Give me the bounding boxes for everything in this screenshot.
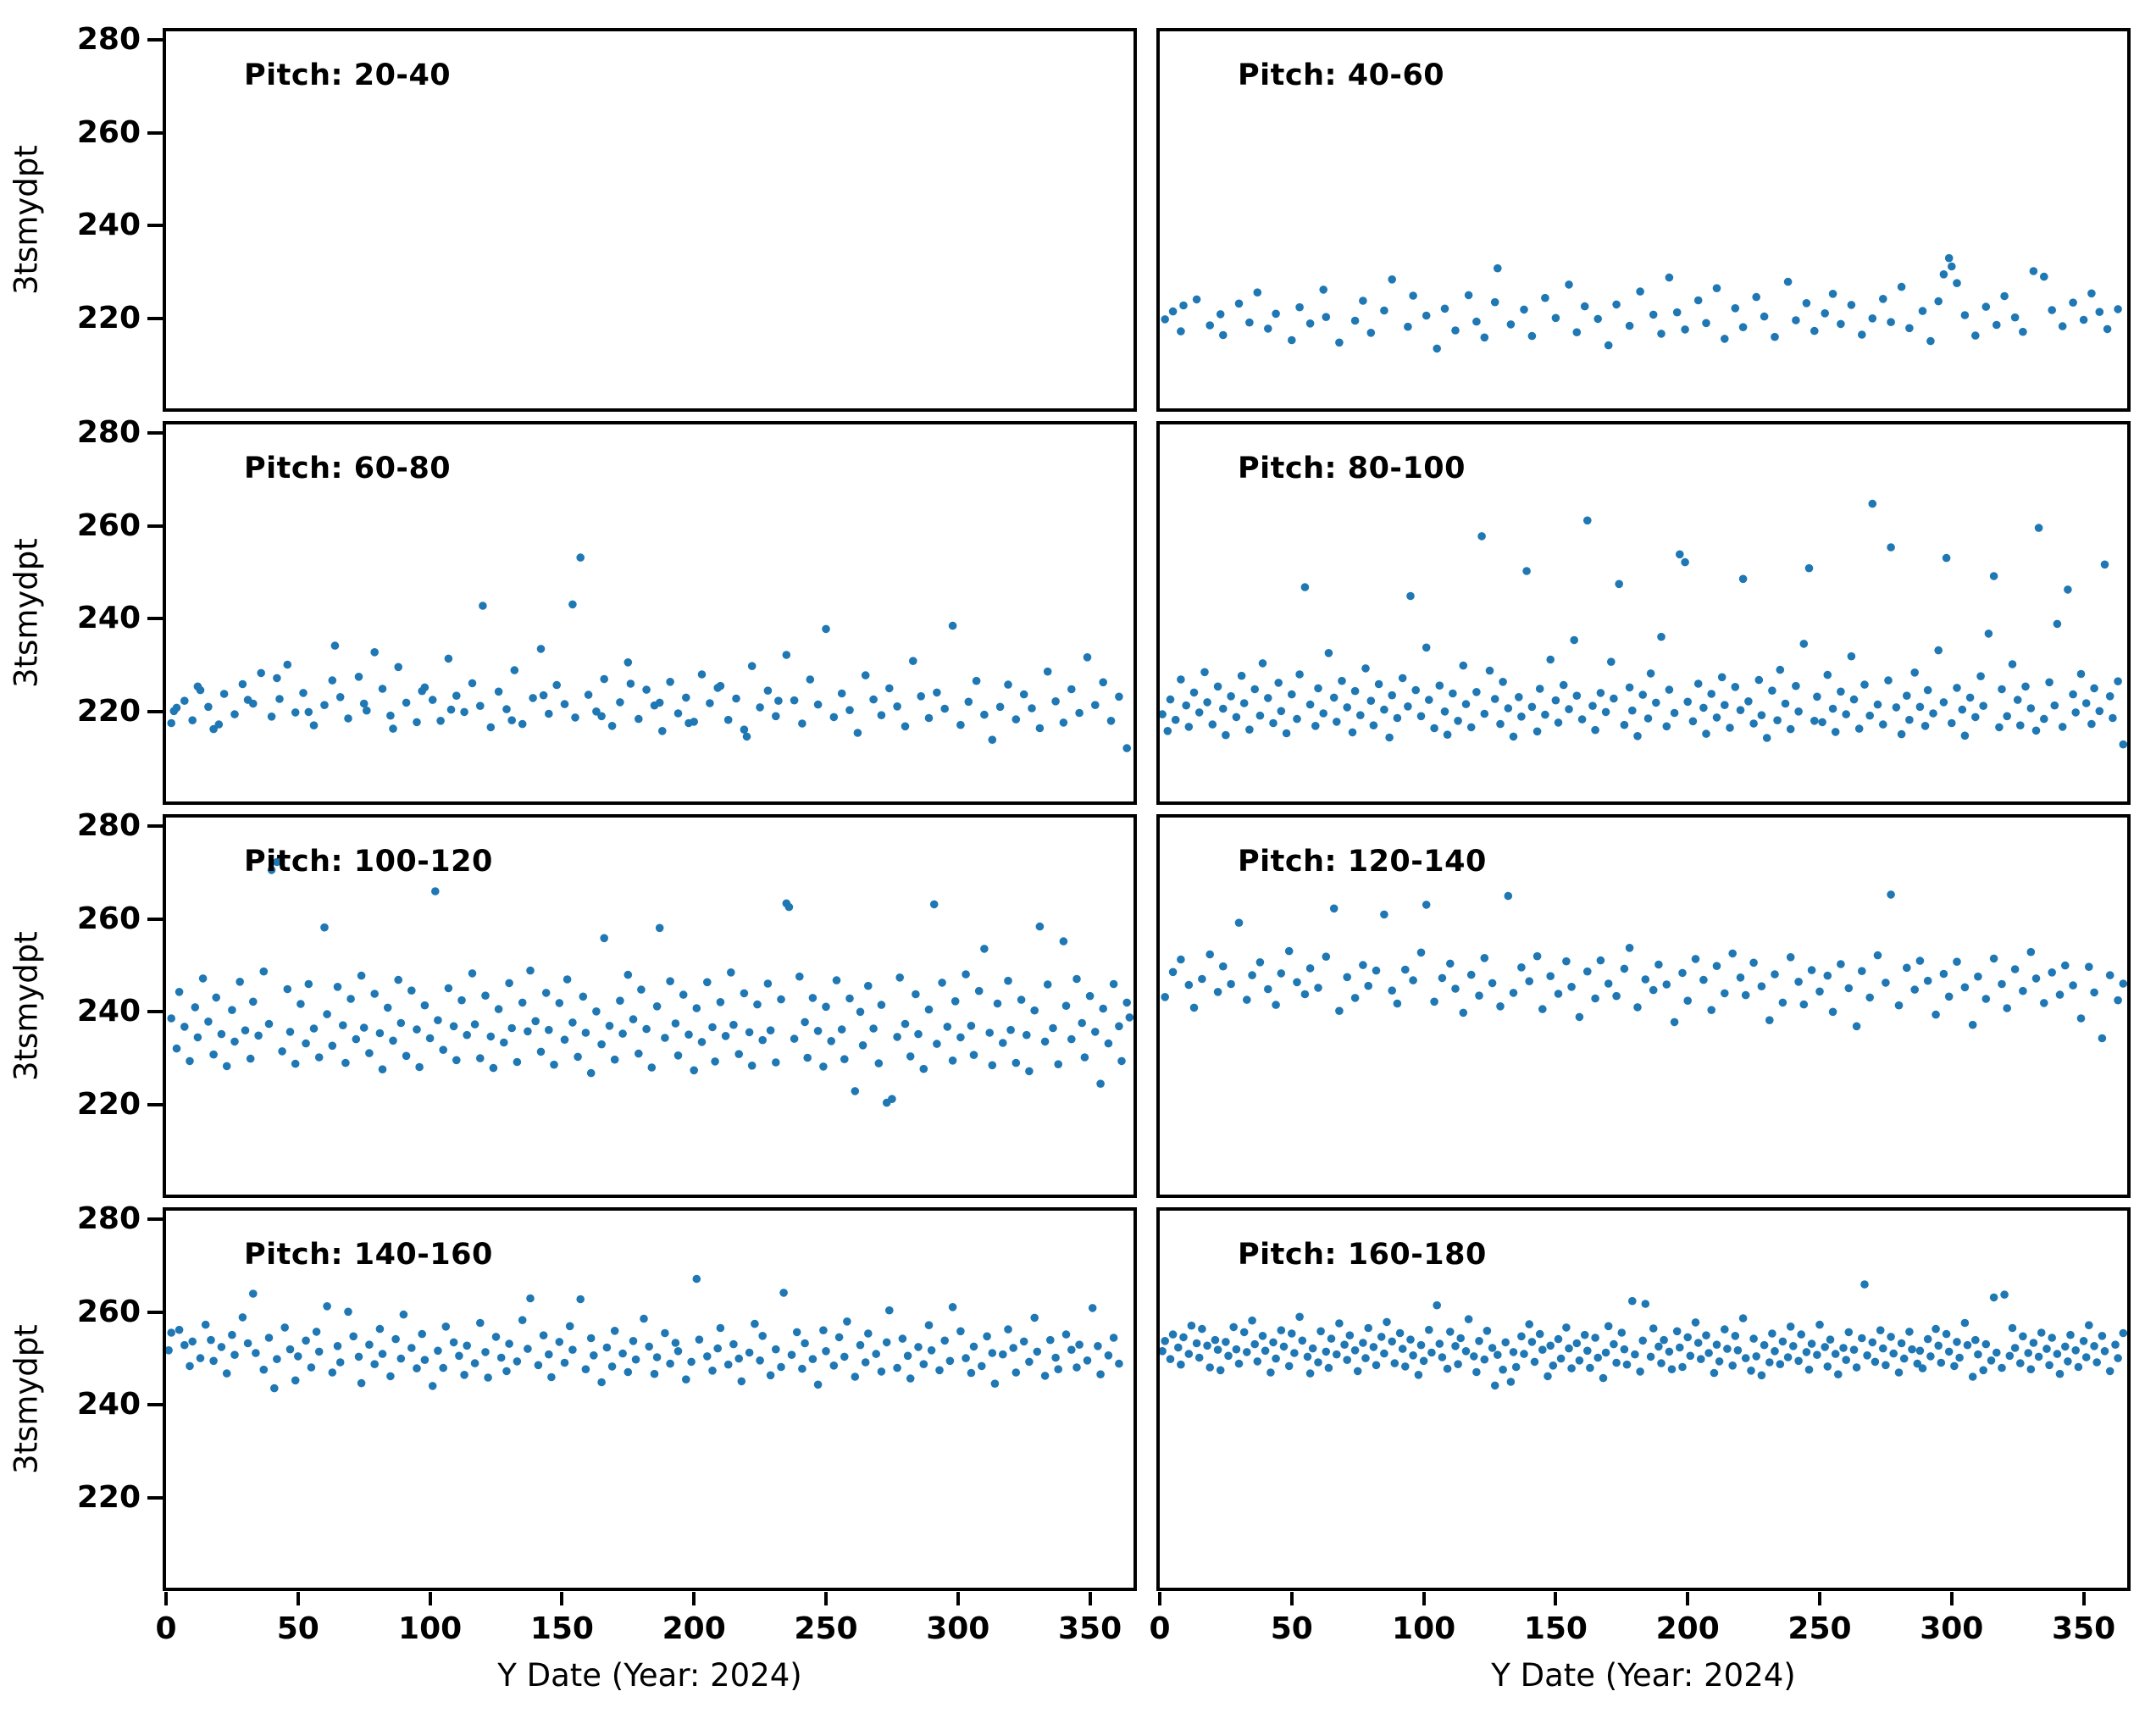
subplot-pitch-60-80: Pitch: 60-80 bbox=[163, 421, 1137, 805]
y-tick-label: 240 bbox=[76, 601, 141, 636]
x-axis-label: Y Date (Year: 2024) bbox=[1491, 1657, 1796, 1694]
scatter-points bbox=[1161, 253, 2122, 353]
y-tick-mark bbox=[147, 1495, 163, 1500]
y-tick-label: 280 bbox=[76, 415, 141, 451]
x-tick-mark bbox=[823, 1592, 828, 1605]
x-tick-label: 350 bbox=[1058, 1611, 1122, 1646]
x-tick-mark bbox=[164, 1592, 168, 1605]
y-tick-mark bbox=[147, 524, 163, 528]
y-tick-mark bbox=[147, 130, 163, 135]
y-tick-mark bbox=[147, 824, 163, 829]
x-tick-mark bbox=[1686, 1592, 1690, 1605]
x-tick-label: 300 bbox=[926, 1611, 990, 1646]
panel-title: Pitch: 120-140 bbox=[1238, 845, 1487, 879]
x-tick-label: 150 bbox=[529, 1611, 594, 1646]
y-tick-mark bbox=[147, 1102, 163, 1106]
panel-title: Pitch: 20-40 bbox=[244, 58, 452, 92]
x-tick-label: 0 bbox=[1149, 1611, 1171, 1646]
y-tick-mark bbox=[147, 1403, 163, 1407]
scatter-points bbox=[1161, 890, 2127, 1043]
x-tick-mark bbox=[1289, 1592, 1294, 1605]
y-tick-mark bbox=[147, 1310, 163, 1314]
y-tick-mark bbox=[147, 431, 163, 435]
x-tick-mark bbox=[1949, 1592, 1954, 1605]
x-tick-label: 200 bbox=[1655, 1611, 1720, 1646]
x-tick-label: 200 bbox=[662, 1611, 726, 1646]
y-tick-mark bbox=[147, 709, 163, 713]
y-tick-label: 260 bbox=[76, 901, 141, 936]
y-tick-label: 280 bbox=[76, 1201, 141, 1237]
y-tick-label: 220 bbox=[76, 1086, 141, 1122]
scatter-points bbox=[167, 857, 1133, 1107]
y-tick-mark bbox=[147, 1010, 163, 1014]
x-tick-mark bbox=[956, 1592, 960, 1605]
panel-title: Pitch: 60-80 bbox=[244, 452, 452, 485]
y-tick-mark bbox=[147, 917, 163, 921]
x-tick-mark bbox=[2081, 1592, 2086, 1605]
y-tick-label: 220 bbox=[76, 693, 141, 729]
y-tick-mark bbox=[147, 617, 163, 621]
x-tick-label: 150 bbox=[1523, 1611, 1588, 1646]
x-tick-label: 300 bbox=[1920, 1611, 1984, 1646]
panel-title: Pitch: 40-60 bbox=[1238, 58, 1445, 92]
subplot-pitch-20-40: Pitch: 20-40 bbox=[163, 28, 1137, 412]
x-axis-label: Y Date (Year: 2024) bbox=[497, 1657, 802, 1694]
panel-title: Pitch: 140-160 bbox=[244, 1238, 493, 1272]
x-tick-mark bbox=[1088, 1592, 1092, 1605]
panel-title: Pitch: 80-100 bbox=[1238, 452, 1466, 485]
x-tick-label: 50 bbox=[276, 1611, 319, 1646]
subplot-pitch-100-120: Pitch: 100-120 bbox=[163, 814, 1137, 1198]
x-tick-mark bbox=[560, 1592, 564, 1605]
y-tick-mark bbox=[147, 38, 163, 42]
subplot-pitch-160-180: Pitch: 160-180 bbox=[1156, 1207, 2131, 1591]
x-tick-mark bbox=[692, 1592, 696, 1605]
x-tick-mark bbox=[428, 1592, 432, 1605]
subplot-pitch-40-60: Pitch: 40-60 bbox=[1156, 28, 2131, 412]
scatter-points bbox=[1160, 499, 2127, 749]
subplot-pitch-120-140: Pitch: 120-140 bbox=[1156, 814, 2131, 1198]
y-tick-label: 240 bbox=[76, 994, 141, 1029]
scatter-points bbox=[167, 553, 1131, 752]
y-tick-label: 260 bbox=[76, 1294, 141, 1329]
y-tick-mark bbox=[147, 316, 163, 320]
x-tick-label: 0 bbox=[155, 1611, 177, 1646]
subplot-pitch-80-100: Pitch: 80-100 bbox=[1156, 421, 2131, 805]
y-tick-label: 220 bbox=[76, 300, 141, 335]
y-tick-mark bbox=[147, 224, 163, 228]
x-tick-label: 250 bbox=[1787, 1611, 1852, 1646]
x-tick-mark bbox=[296, 1592, 300, 1605]
y-tick-label: 240 bbox=[76, 208, 141, 243]
y-tick-label: 280 bbox=[76, 808, 141, 844]
y-tick-mark bbox=[147, 1217, 163, 1222]
scatter-points bbox=[166, 1274, 1123, 1393]
y-tick-label: 240 bbox=[76, 1387, 141, 1422]
x-tick-label: 100 bbox=[1392, 1611, 1456, 1646]
x-tick-label: 350 bbox=[2052, 1611, 2116, 1646]
panel-title: Pitch: 100-120 bbox=[244, 845, 493, 879]
x-tick-mark bbox=[1554, 1592, 1558, 1605]
y-tick-label: 260 bbox=[76, 114, 141, 150]
scatter-points bbox=[1160, 1280, 2127, 1390]
x-tick-label: 50 bbox=[1270, 1611, 1313, 1646]
x-tick-label: 250 bbox=[794, 1611, 858, 1646]
y-tick-label: 260 bbox=[76, 507, 141, 543]
x-tick-label: 100 bbox=[398, 1611, 463, 1646]
panel-title: Pitch: 160-180 bbox=[1238, 1238, 1487, 1272]
x-tick-mark bbox=[1422, 1592, 1426, 1605]
subplot-pitch-140-160: Pitch: 140-160 bbox=[163, 1207, 1137, 1591]
x-tick-mark bbox=[1817, 1592, 1821, 1605]
x-tick-mark bbox=[1158, 1592, 1161, 1605]
y-tick-label: 220 bbox=[76, 1479, 141, 1515]
y-tick-label: 280 bbox=[76, 22, 141, 58]
